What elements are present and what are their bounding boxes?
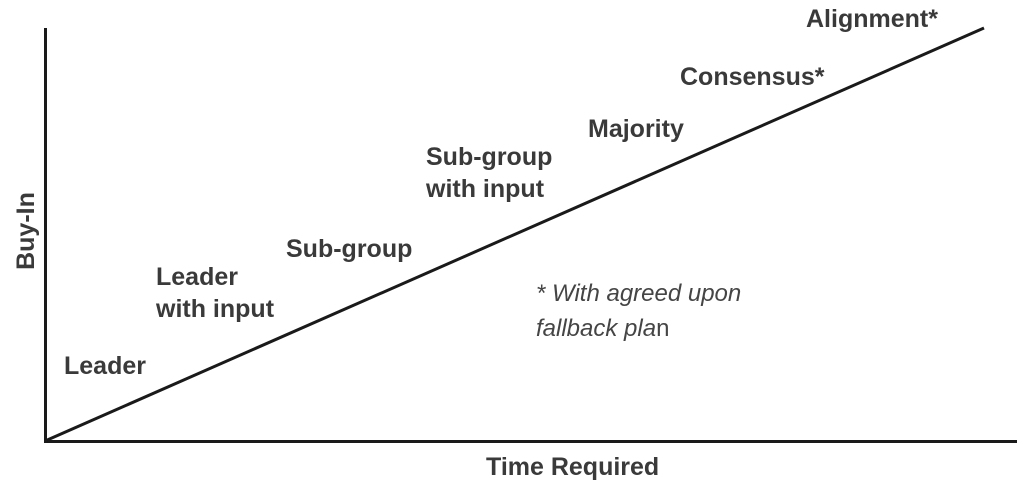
point-label-sub-group-with-input: Sub-group with input: [426, 141, 552, 205]
point-label-leader: Leader: [64, 350, 146, 382]
point-label-leader-with-input: Leader with input: [156, 261, 274, 325]
point-label-majority-line1: Majority: [588, 115, 684, 143]
point-label-sub-group-with-input-line1: Sub-group: [426, 143, 553, 171]
footnote-line2-italic-part: fallback pla: [536, 315, 657, 342]
footnote: * With agreed upon fallback plan: [536, 276, 741, 346]
point-label-sub-group: Sub-group: [286, 233, 412, 265]
footnote-line2-upright-part: n: [656, 315, 670, 342]
point-label-consensus-line1: Consensus*: [680, 63, 825, 91]
point-label-alignment: Alignment*: [806, 3, 938, 35]
point-label-consensus: Consensus*: [680, 61, 824, 93]
point-label-sub-group-with-input-line2: with input: [426, 175, 545, 203]
x-axis-title: Time Required: [486, 453, 660, 481]
footnote-line2: fallback plan: [536, 311, 741, 346]
point-label-sub-group-line1: Sub-group: [286, 235, 413, 263]
point-label-leader-with-input-line1: Leader: [156, 263, 238, 291]
point-label-leader-line1: Leader: [64, 352, 146, 380]
point-label-leader-with-input-line2: with input: [156, 295, 275, 323]
trend-line: [44, 26, 985, 443]
footnote-line1: * With agreed upon: [536, 280, 742, 307]
point-label-alignment-line1: Alignment*: [806, 5, 938, 33]
y-axis-title: Buy-In: [12, 192, 40, 270]
point-label-majority: Majority: [588, 113, 684, 145]
